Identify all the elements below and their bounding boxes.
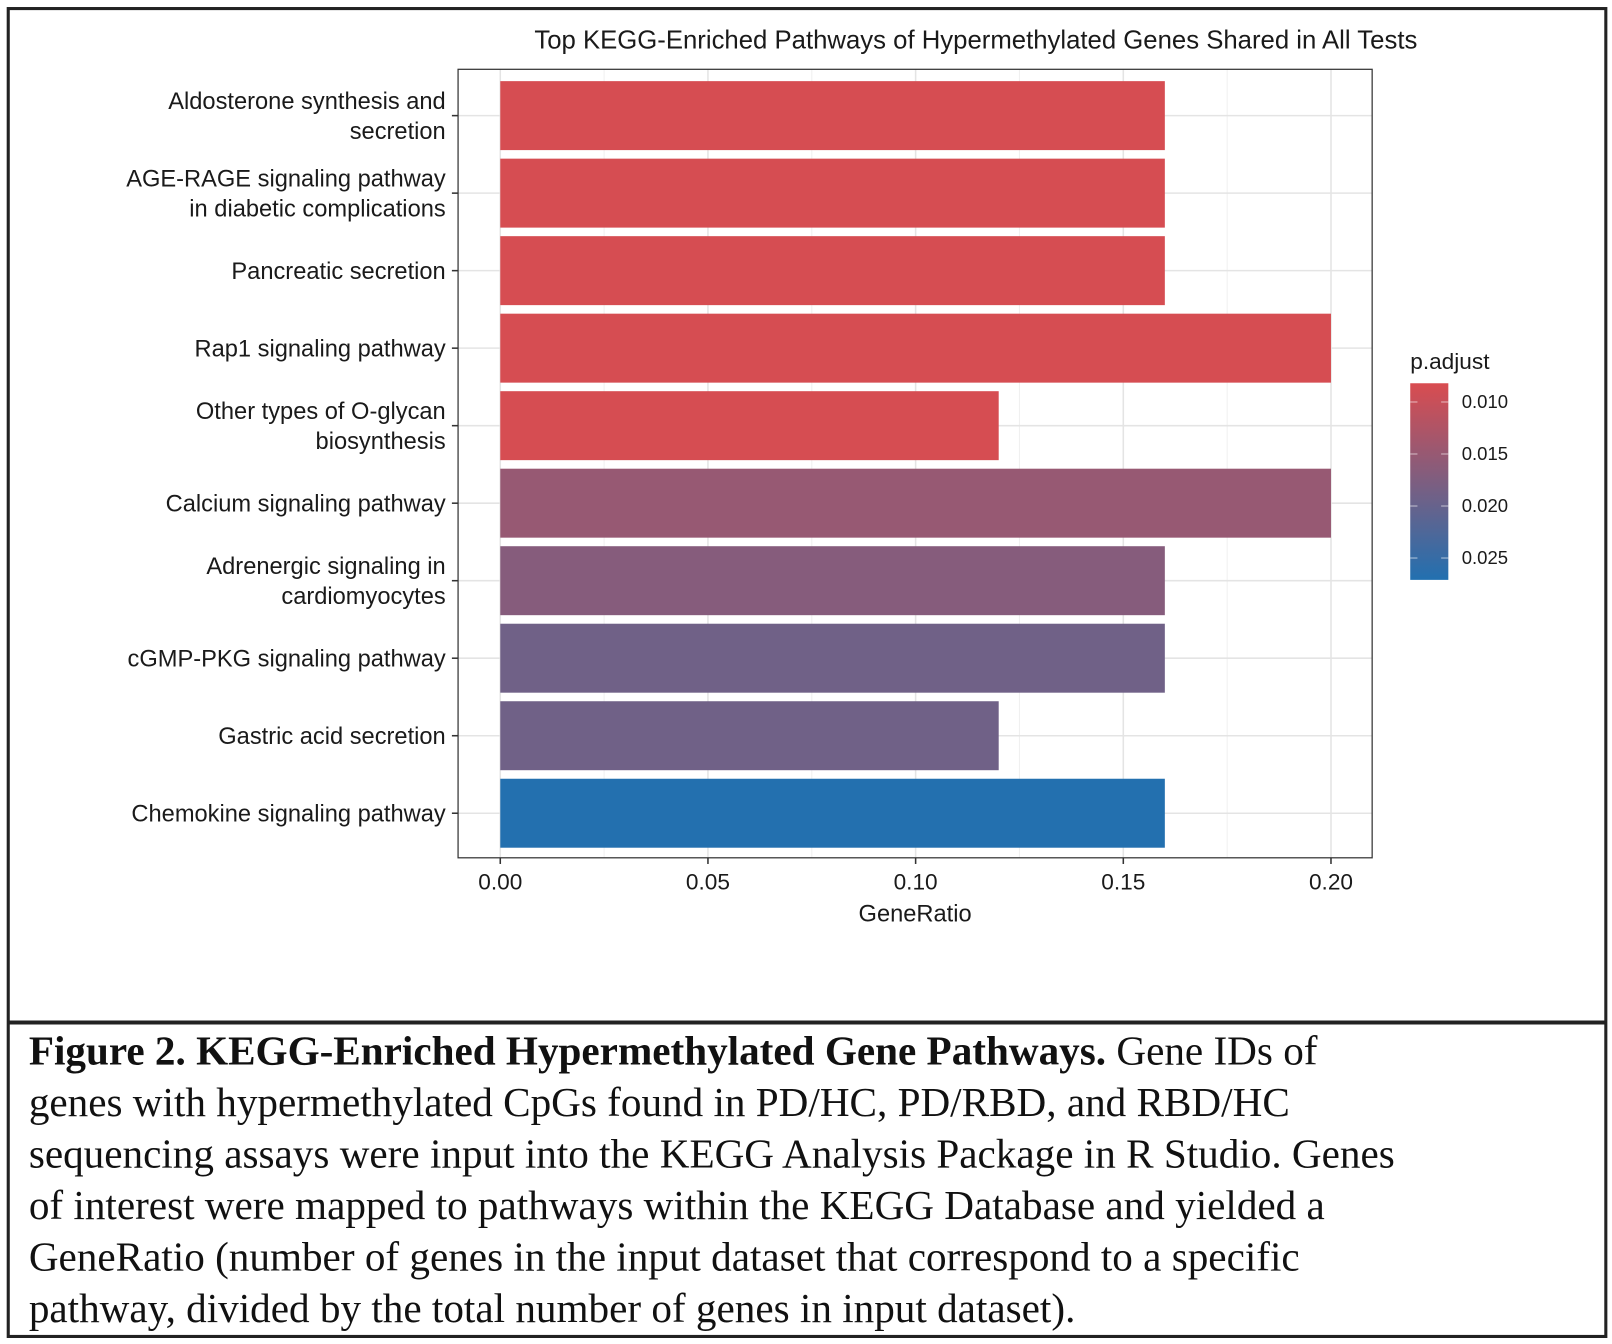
x-tick-label: 0.20 [1309, 870, 1353, 895]
legend-label: 0.015 [1462, 443, 1508, 464]
y-tick-label: Chemokine signaling pathway [131, 801, 445, 827]
bar [500, 236, 1165, 306]
y-tick-label: Rap1 signaling pathway [195, 336, 446, 362]
y-tick-label: AGE-RAGE signaling pathway in diabetic co… [126, 166, 446, 222]
y-tick-label: Adrenergic signaling in cardiomyocytes [206, 554, 445, 610]
bar [500, 313, 1331, 383]
legend-label: 0.010 [1462, 391, 1508, 412]
caption-line: of interest were mapped to pathways with… [29, 1182, 1325, 1228]
caption-line: Figure 2. KEGG-Enriched Hypermethylated … [29, 1028, 1318, 1074]
y-tick-label: Calcium signaling pathway [166, 491, 446, 517]
x-tick-label: 0.05 [686, 870, 730, 895]
y-tick-label: Other types of O-glycan biosynthesis [196, 399, 446, 455]
bar [500, 546, 1165, 616]
caption-title: Figure 2. KEGG-Enriched Hypermethylated … [29, 1028, 1106, 1074]
bar [500, 778, 1165, 848]
y-axis-labels: Aldosterone synthesis and secretion AGE-RA… [126, 89, 459, 827]
figure-border [6, 7, 1608, 1339]
y-tick-label: cGMP-PKG signaling pathway [128, 646, 446, 672]
caption-line: genes with hypermethylated CpGs found in… [29, 1079, 1290, 1125]
bar [500, 701, 999, 771]
caption-line: sequencing assays were input into the KE… [29, 1131, 1395, 1177]
legend-colorbar [1410, 383, 1449, 580]
bar [500, 468, 1331, 538]
y-tick-label: Gastric acid secretion [218, 724, 445, 750]
bar [500, 623, 1165, 693]
legend: p.adjust 0.010 0.015 0.020 0.025 [1410, 349, 1508, 580]
x-axis-label: GeneRatio [859, 902, 972, 928]
x-tick-label: 0.00 [478, 870, 522, 895]
bar [500, 391, 999, 461]
bars [500, 81, 1331, 848]
bar [500, 158, 1165, 228]
y-tick-label: Pancreatic secretion [231, 259, 445, 285]
legend-label: 0.025 [1462, 547, 1508, 568]
x-tick-label: 0.15 [1101, 870, 1145, 895]
legend-label: 0.020 [1462, 495, 1508, 516]
y-tick-label: Aldosterone synthesis and secretion [168, 89, 445, 145]
caption-line: GeneRatio (number of genes in the input … [29, 1234, 1300, 1281]
legend-title: p.adjust [1410, 349, 1490, 374]
caption-line: pathway, divided by the total number of … [29, 1285, 1076, 1332]
x-tick-label: 0.10 [894, 870, 938, 895]
x-axis-ticks: 0.00 0.05 0.10 0.15 0.20 [478, 857, 1353, 895]
caption: Figure 2. KEGG-Enriched Hypermethylated … [29, 1028, 1395, 1332]
chart-title: Top KEGG-Enriched Pathways of Hypermethy… [534, 27, 1417, 55]
bar [500, 81, 1165, 151]
